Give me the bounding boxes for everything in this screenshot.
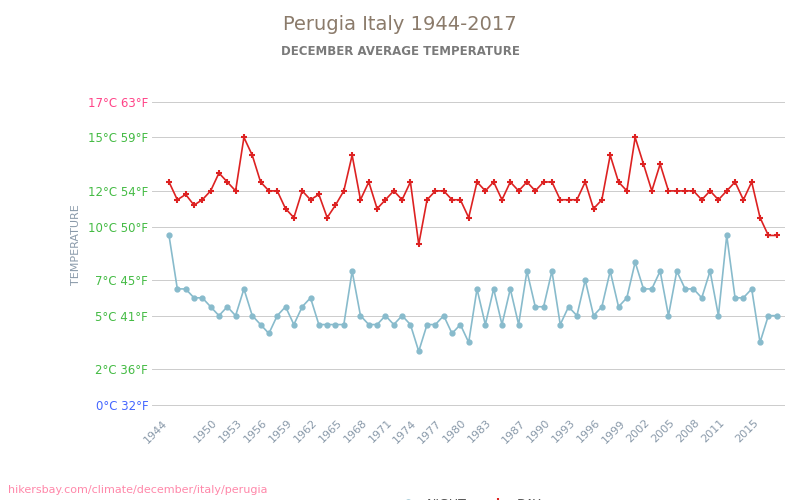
Text: DECEMBER AVERAGE TEMPERATURE: DECEMBER AVERAGE TEMPERATURE	[281, 45, 519, 58]
Legend: NIGHT, DAY: NIGHT, DAY	[391, 493, 546, 500]
Text: hikersbay.com/climate/december/italy/perugia: hikersbay.com/climate/december/italy/per…	[8, 485, 267, 495]
Y-axis label: TEMPERATURE: TEMPERATURE	[71, 204, 81, 284]
Text: Perugia Italy 1944-2017: Perugia Italy 1944-2017	[283, 15, 517, 34]
